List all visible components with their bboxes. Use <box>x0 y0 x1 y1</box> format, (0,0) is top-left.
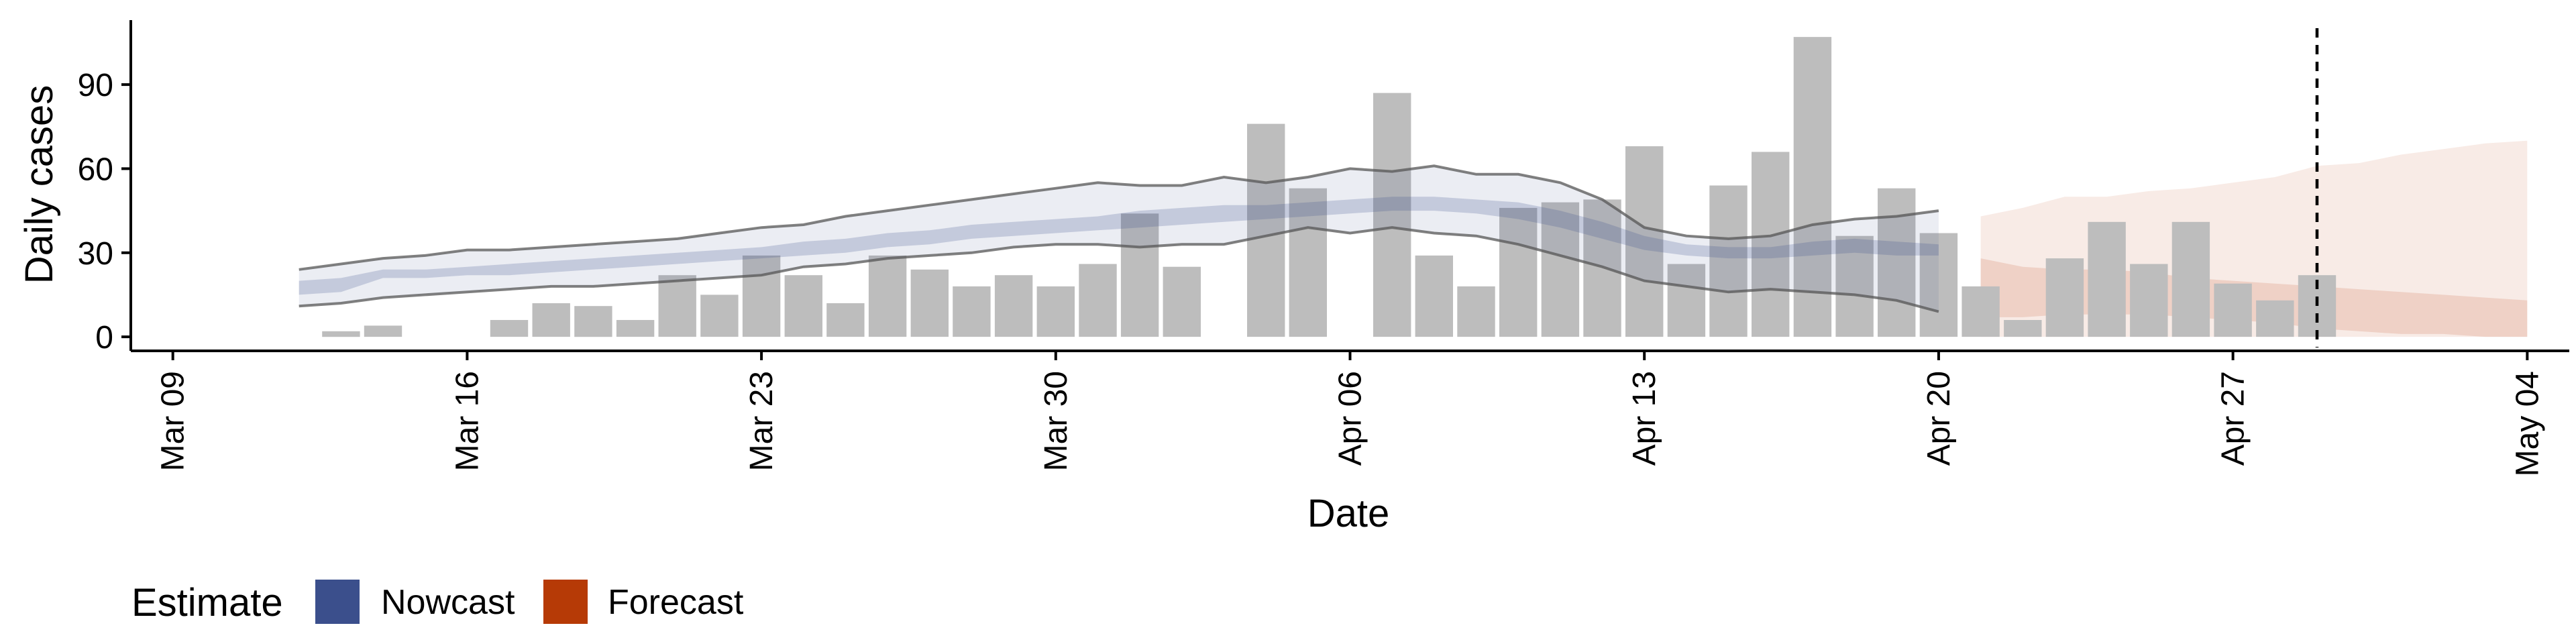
case-bar <box>1120 213 1159 337</box>
x-tick-label: May 04 <box>2510 371 2545 476</box>
case-bar <box>826 303 865 337</box>
case-bar <box>1541 202 1580 337</box>
case-bar <box>1835 235 1874 337</box>
case-bar <box>2214 283 2252 337</box>
case-bar <box>1878 188 1916 337</box>
case-bar <box>2171 221 2210 337</box>
nowcast-band-90 <box>299 166 1939 312</box>
case-bar <box>1247 123 1285 337</box>
case-bar <box>2088 221 2126 337</box>
legend-label-forecast: Forecast <box>608 583 744 622</box>
case-bar <box>1667 264 1706 337</box>
case-bar <box>322 331 360 337</box>
legend: Estimate Nowcast Forecast <box>131 580 744 625</box>
case-bar <box>532 303 570 337</box>
case-bar <box>616 320 655 337</box>
case-bar <box>1625 146 1664 337</box>
case-bar <box>1709 185 1748 337</box>
ticks-layer: 0 30 60 90 Mar 09 Mar 16 Mar 23 Mar 30 Apr 06 Apr… <box>78 68 2546 476</box>
legend-label-nowcast: Nowcast <box>381 583 515 622</box>
case-bar <box>1036 286 1075 337</box>
case-bar <box>490 320 529 337</box>
case-bar <box>953 286 991 337</box>
y-tick-label: 60 <box>78 152 113 187</box>
x-tick-label: Mar 23 <box>744 371 780 471</box>
y-tick-label: 90 <box>78 68 113 103</box>
legend-title: Estimate <box>131 581 283 625</box>
case-bar <box>1793 37 1832 337</box>
case-bar <box>1415 255 1453 337</box>
case-bar <box>364 325 402 337</box>
case-bar <box>1163 266 1201 337</box>
nowcast-layer <box>299 164 1939 313</box>
legend-swatch-forecast <box>543 580 588 624</box>
case-bar <box>700 294 739 337</box>
case-bar <box>868 255 907 337</box>
x-axis-title: Date <box>1307 492 1390 535</box>
y-axis-title: Daily cases <box>17 85 61 284</box>
case-bar <box>1457 286 1495 337</box>
y-tick-label: 0 <box>95 320 113 356</box>
case-bar <box>910 269 949 337</box>
case-bar <box>2045 258 2084 337</box>
x-tick-label: Apr 06 <box>1333 371 1368 466</box>
case-bar <box>574 306 612 337</box>
case-bar <box>784 275 822 337</box>
x-tick-label: Mar 16 <box>449 371 485 471</box>
case-bar <box>1373 93 1411 337</box>
x-tick-label: Apr 13 <box>1627 371 1662 466</box>
x-tick-label: Mar 30 <box>1038 371 1074 471</box>
case-bar <box>2130 264 2168 337</box>
nowcast-lower-line <box>299 226 1939 313</box>
case-bar <box>2256 300 2294 337</box>
case-bar <box>1289 188 1327 337</box>
nowcast-upper-line <box>299 164 1939 271</box>
x-tick-label: Mar 09 <box>156 371 191 471</box>
case-bar <box>1919 233 1958 337</box>
case-bar <box>1752 152 1790 337</box>
y-tick-label: 30 <box>78 236 113 272</box>
bars-layer <box>322 37 2337 337</box>
case-bar <box>1499 207 1538 337</box>
case-bar <box>742 255 781 337</box>
case-bar <box>2004 320 2042 337</box>
nowcast-band-50 <box>299 197 1939 295</box>
x-tick-label: Apr 27 <box>2216 371 2251 466</box>
x-tick-label: Apr 20 <box>1921 371 1957 466</box>
case-bar <box>1962 286 2000 337</box>
case-bar <box>658 275 696 337</box>
case-bar <box>994 275 1033 337</box>
case-bar <box>1079 264 1117 337</box>
legend-swatch-nowcast <box>315 580 360 624</box>
